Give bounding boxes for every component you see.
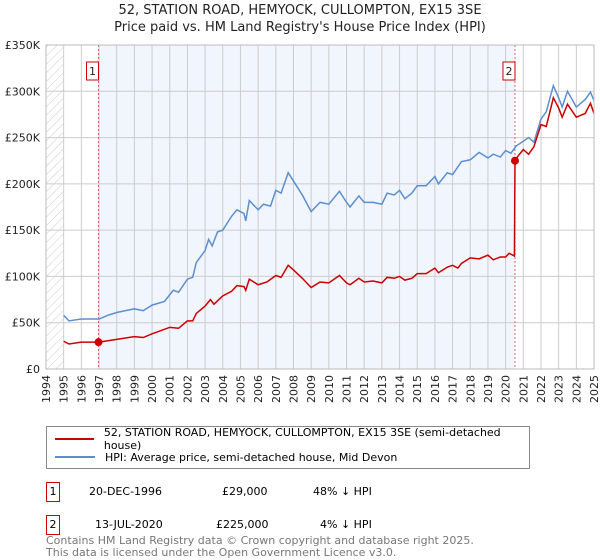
legend-label: HPI: Average price, semi-detached house,…	[105, 450, 398, 464]
x-tick-label: 1995	[58, 375, 71, 403]
x-tick-label: 2006	[252, 375, 265, 403]
x-tick-label: 2008	[287, 375, 300, 403]
x-tick-label: 2014	[394, 375, 407, 403]
x-tick-label: 2013	[376, 375, 389, 403]
x-tick-label: 2016	[429, 375, 442, 403]
footer-copyright: Contains HM Land Registry data © Crown c…	[46, 534, 474, 547]
sale-row-2: 2 13-JUL-2020 £225,000 4% ↓ HPI	[46, 515, 446, 535]
x-tick-label: 2021	[517, 375, 530, 403]
x-tick-label: 1998	[111, 375, 124, 403]
x-tick-label: 2007	[270, 375, 283, 403]
footer-licence: This data is licensed under the Open Gov…	[46, 546, 397, 559]
x-tick-label: 1994	[40, 375, 53, 403]
sale-badge-label: 1	[89, 65, 96, 78]
y-tick-label: £50K	[12, 317, 41, 330]
sale-hpi-diff: 4% ↓ HPI	[320, 518, 372, 531]
plot-border	[45, 44, 595, 370]
y-tick-label: £300K	[5, 85, 41, 98]
pre-data-hatch	[46, 45, 64, 369]
x-tick-label: 2009	[305, 375, 318, 403]
sale-row-1: 1 20-DEC-1996 £29,000 48% ↓ HPI	[46, 482, 446, 502]
x-tick-label: 2000	[146, 375, 159, 403]
sale-badge-box	[502, 61, 516, 81]
x-tick-label: 2023	[553, 375, 566, 403]
series-line	[63, 83, 595, 322]
legend-item-hpi: HPI: Average price, semi-detached house,…	[55, 449, 397, 465]
x-tick-label: 2019	[482, 375, 495, 403]
sale-badge: 2	[46, 515, 60, 535]
sale-price: £29,000	[222, 485, 268, 498]
sale-point	[510, 156, 519, 165]
x-tick-label: 2004	[217, 375, 230, 403]
x-tick-label: 2012	[358, 375, 371, 403]
x-tick-label: 2003	[199, 375, 212, 403]
x-tick-label: 2025	[588, 375, 600, 403]
x-tick-label: 2018	[464, 375, 477, 403]
legend-label: 52, STATION ROAD, HEMYOCK, CULLOMPTON, E…	[103, 426, 501, 452]
sale-badge: 1	[46, 482, 60, 502]
legend: 52, STATION ROAD, HEMYOCK, CULLOMPTON, E…	[46, 426, 530, 469]
sale-badge-label: 2	[505, 65, 512, 78]
x-tick-label: 2002	[181, 375, 194, 403]
legend-item-property: 52, STATION ROAD, HEMYOCK, CULLOMPTON, E…	[55, 426, 529, 452]
x-tick-label: 1999	[128, 375, 141, 403]
x-tick-label: 1997	[93, 375, 106, 403]
y-tick-label: £250K	[5, 132, 41, 145]
y-tick-label: £0	[26, 363, 40, 376]
y-tick-label: £150K	[5, 224, 41, 237]
y-tick-label: £100K	[5, 270, 41, 283]
chart-title: 52, STATION ROAD, HEMYOCK, CULLOMPTON, E…	[118, 3, 482, 18]
x-tick-label: 2017	[447, 375, 460, 403]
x-tick-label: 2020	[500, 375, 513, 403]
sale-badge-box	[86, 61, 100, 81]
x-tick-label: 2024	[570, 375, 583, 403]
sale-date: 13-JUL-2020	[95, 518, 163, 531]
x-tick-label: 2001	[164, 375, 177, 403]
series-line	[63, 95, 595, 345]
y-tick-label: £200K	[5, 178, 41, 191]
x-tick-label: 2010	[323, 375, 336, 403]
sale-date: 20-DEC-1996	[89, 485, 163, 498]
x-tick-label: 1996	[75, 375, 88, 403]
x-tick-label: 2022	[535, 375, 548, 403]
chart-subtitle: Price paid vs. HM Land Registry's House …	[114, 20, 486, 35]
x-tick-label: 2015	[411, 375, 424, 403]
y-tick-label: £350K	[5, 39, 41, 52]
sale-point	[94, 338, 103, 347]
ownership-period-shade	[98, 45, 515, 369]
chart-plot: 1994 1995 1996 1997 1998 1999 2000 2001 2002 2003…	[5, 39, 600, 403]
x-tick-label: 2011	[341, 375, 354, 403]
sale-hpi-diff: 48% ↓ HPI	[313, 485, 372, 498]
sale-price: £225,000	[216, 518, 269, 531]
x-tick-label: 2005	[234, 375, 247, 403]
